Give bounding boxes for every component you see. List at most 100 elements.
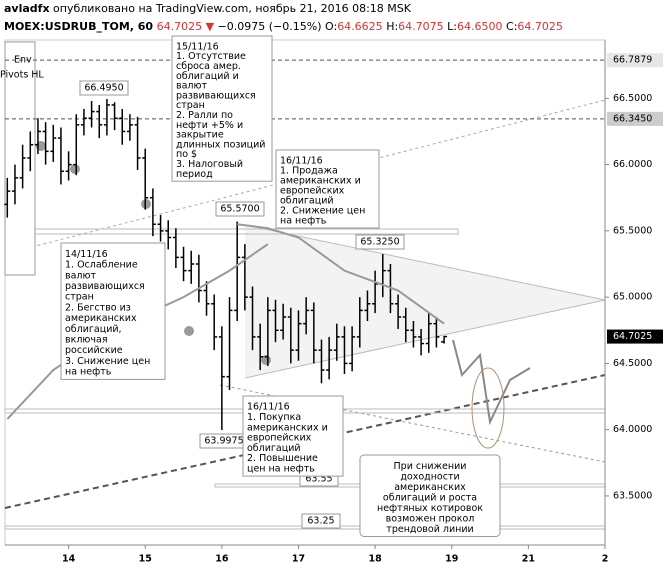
marker: [184, 326, 194, 336]
arrow: ▼: [205, 20, 215, 33]
price-label-bg: [301, 513, 341, 529]
quote-key: H:: [386, 20, 399, 33]
x-tick-label: 17: [292, 554, 305, 565]
y-tick-label: 63.5000: [613, 490, 652, 501]
note-line: на нефть: [65, 367, 112, 378]
quote-value: 64.7025: [517, 20, 563, 33]
marker: [70, 164, 80, 174]
quote: O:64.6625 H:64.7075 L:64.6500 C:64.7025: [325, 20, 563, 33]
quote-key: C:: [506, 20, 518, 33]
note-line: валют: [176, 81, 207, 92]
indicator-label: Pivots HL: [0, 70, 44, 81]
note-line: 16/11/16: [280, 156, 323, 167]
note-line: сброса амер.: [176, 61, 241, 72]
header-line-1: avladfx опубликовано на TradingView.com,…: [4, 0, 660, 18]
quote-value: 64.7075: [398, 20, 444, 33]
note-line: нефтяных котировок: [377, 503, 483, 514]
trend-line: [244, 224, 606, 301]
level-label-bg: [607, 53, 663, 68]
note-line: облигаций и роста: [383, 492, 477, 503]
level-label: 66.3450: [613, 113, 652, 124]
x-tick-label: 21: [522, 554, 535, 565]
price-label: 63.55: [305, 474, 332, 485]
price-label: 63.25: [307, 516, 334, 527]
note-line: облигаций,: [65, 324, 122, 335]
highlight-ellipse: [471, 367, 505, 449]
level-label: 66.7879: [613, 55, 652, 66]
note-line: 2. Ралли по: [176, 110, 233, 121]
note-line: по $: [176, 149, 197, 160]
note-line: 3. Снижение цен: [65, 356, 150, 367]
price-label: 63.9975: [204, 436, 243, 447]
note-line: облигаций и: [176, 71, 239, 82]
note-line: европейских: [247, 433, 312, 444]
price-label: 65.3250: [360, 237, 399, 248]
note-box: [171, 35, 273, 182]
note-line: 2. Повышение: [247, 453, 318, 464]
note-line: облигаций: [280, 196, 334, 207]
change: −0.0975 (−0.15%): [217, 20, 322, 33]
indicator-line: [237, 223, 445, 325]
main-trend-line: [4, 374, 606, 509]
price-label-bg: [215, 201, 265, 217]
note-line: 14/11/16: [65, 249, 108, 260]
note-box: [242, 395, 344, 477]
note-line: американских: [394, 482, 466, 493]
level-label-bg: [607, 111, 663, 126]
note-line: 3. Налоговый: [176, 159, 243, 170]
note-line: американских: [65, 313, 137, 324]
note-box: [275, 149, 380, 229]
note-line: закрытие: [176, 130, 224, 141]
note-line: облигаций: [247, 443, 301, 454]
note-line: 1. Отсутствие: [176, 51, 246, 62]
last-price-label: 64.7025: [613, 331, 652, 342]
note-line: стран: [176, 100, 205, 111]
y-tick-label: 66.0000: [613, 159, 652, 170]
quote-key: O:: [325, 20, 338, 33]
marker: [141, 199, 151, 209]
note-line: 15/11/16: [176, 41, 219, 52]
last-price-bg: [607, 329, 663, 344]
note-line: возможен прокол: [386, 513, 475, 524]
header-line-2: MOEX:USDRUB_TOM, 60 64.7025 ▼ −0.0975 (−…: [4, 18, 660, 36]
projection: [452, 339, 531, 426]
x-tick-label: 14: [62, 554, 76, 565]
note-line: трендовой линии: [386, 524, 473, 535]
note-line: 2. Снижение цен: [280, 206, 365, 217]
note-line: включая: [65, 334, 108, 345]
note-line: российские: [65, 345, 123, 356]
price-label: 65.5700: [220, 204, 259, 215]
note-line: европейских: [280, 186, 345, 197]
note-line: 1. Продажа: [280, 166, 338, 177]
note-line: 1. Ослабление: [65, 260, 138, 271]
note-line: валют: [65, 270, 96, 281]
symbol: MOEX:USDRUB_TOM, 60: [4, 20, 154, 33]
note-line: 2. Бегство из: [65, 302, 131, 313]
author: avladfx: [4, 2, 50, 15]
y-tick-label: 66.5000: [613, 93, 652, 104]
price-label: 66.4950: [84, 83, 123, 94]
note-line: на нефть: [280, 216, 327, 227]
price-label-bg: [355, 234, 405, 250]
note-line: цен на нефть: [247, 463, 315, 474]
note-line: стран: [65, 292, 94, 303]
price-label-bg: [79, 80, 129, 96]
y-tick-label: 64.5000: [613, 358, 652, 369]
trend-line: [244, 299, 606, 379]
note-line: 1. Покупка: [247, 412, 301, 423]
note-line: американских и: [280, 176, 361, 187]
note-box: [359, 454, 501, 537]
note-box: [60, 242, 166, 380]
x-tick-label: 15: [139, 554, 152, 565]
note-line: развивающихся: [176, 90, 256, 101]
note-line: нефти +5% и: [176, 120, 243, 131]
header: avladfx опубликовано на TradingView.com,…: [4, 0, 660, 36]
y-tick-label: 65.0000: [613, 292, 652, 303]
note-line: американских и: [247, 422, 328, 433]
note-line: период: [176, 169, 213, 180]
note-line: При снижении: [394, 461, 467, 472]
x-tick-label: 2: [602, 554, 609, 565]
note-line: доходности: [400, 471, 459, 482]
